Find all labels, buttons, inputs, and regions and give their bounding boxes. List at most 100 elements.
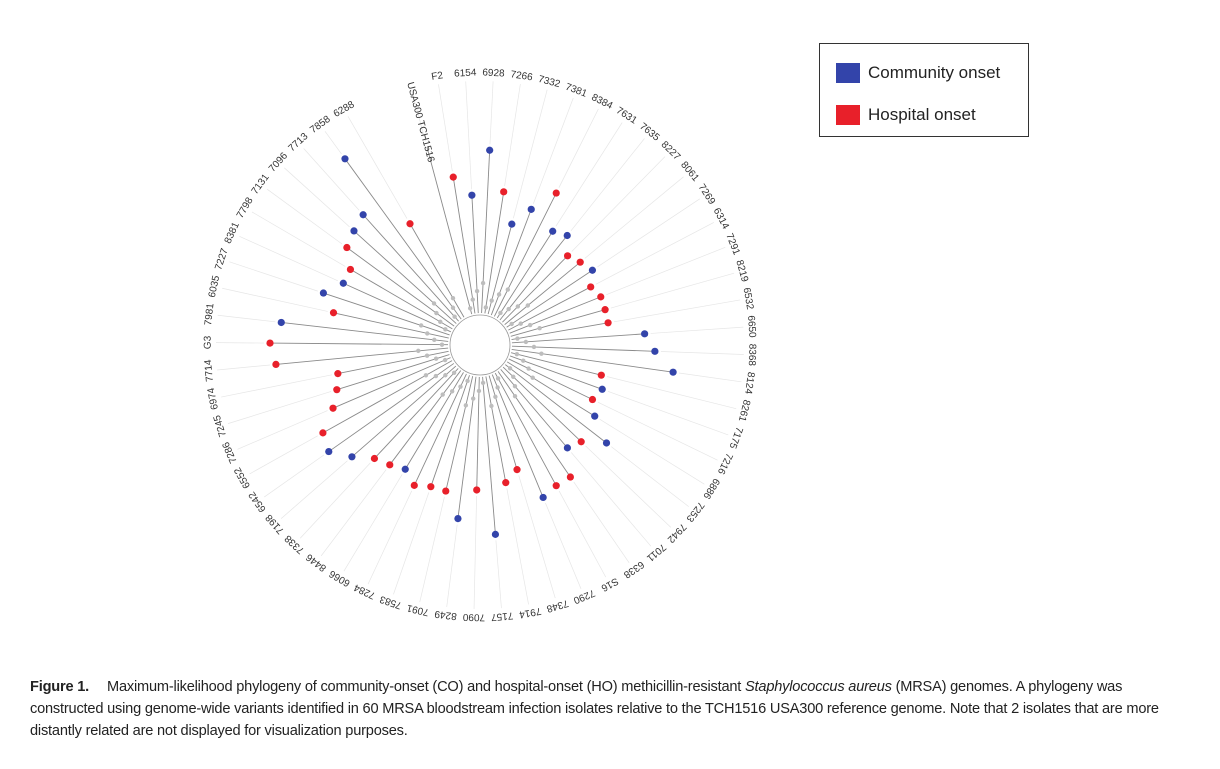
- tip-dot-hospital: [442, 487, 450, 495]
- tip-dot-hospital: [601, 306, 609, 314]
- tip-dot-hospital: [329, 309, 338, 317]
- tree-branch: [337, 350, 449, 375]
- tip-label: 6338: [621, 558, 646, 580]
- tip-dot-hospital: [577, 438, 585, 446]
- tree-node: [433, 356, 439, 361]
- tree-node: [423, 373, 429, 378]
- tip-dot-hospital: [604, 319, 612, 327]
- tree-branch: [481, 150, 491, 314]
- guide-line: [611, 446, 689, 507]
- tip-label: 7914: [518, 605, 542, 620]
- tip-label: 7091: [405, 602, 430, 618]
- tree-node: [439, 342, 445, 347]
- tip-dot-hospital: [334, 370, 342, 378]
- tip-dot-hospital: [597, 293, 605, 301]
- guide-line: [512, 89, 548, 219]
- tip-dot-hospital: [266, 339, 274, 347]
- legend-label-hospital: Hospital onset: [868, 105, 976, 124]
- tree-node: [507, 366, 513, 371]
- tree-node: [470, 297, 475, 302]
- tip-dot-community: [591, 412, 599, 420]
- caption-text-before: Maximum-likelihood phylogeny of communit…: [107, 679, 746, 695]
- tree-branch: [490, 209, 532, 316]
- figure-label: Figure 1.: [30, 679, 90, 695]
- tree-branch: [452, 177, 476, 314]
- tip-dot-hospital: [552, 482, 560, 490]
- tip-dot-community: [508, 220, 516, 228]
- tree-branch: [511, 349, 674, 373]
- guide-line: [251, 211, 346, 267]
- legend-item-hospital: Hospital onset: [836, 104, 976, 126]
- tree-node: [467, 306, 473, 311]
- guide-line: [221, 374, 333, 398]
- guide-line: [249, 435, 318, 475]
- tree-node: [480, 280, 486, 286]
- tip-label: 6154: [454, 67, 477, 79]
- tree-branch: [374, 368, 459, 459]
- tip-label: 6886: [700, 476, 721, 501]
- tip-dot-hospital: [410, 481, 418, 489]
- tip-dot-community: [539, 493, 547, 502]
- tip-label: 6532: [741, 287, 756, 311]
- tip-dot-community: [563, 231, 571, 240]
- tip-label: 6974: [206, 386, 221, 410]
- tree-node: [525, 303, 530, 308]
- tree-branch: [497, 371, 571, 478]
- tree-node: [474, 288, 480, 294]
- guide-line: [343, 474, 403, 572]
- guide-line: [284, 167, 350, 228]
- tree-branch: [389, 370, 462, 466]
- tip-dot-hospital: [513, 466, 521, 474]
- tree-node: [498, 310, 503, 316]
- tip-dot-community: [641, 330, 649, 338]
- tree-branch: [488, 375, 518, 470]
- tree-node: [489, 298, 494, 303]
- tip-dot-community: [588, 266, 597, 274]
- tree-node: [434, 310, 439, 316]
- tip-dot-hospital: [502, 479, 510, 487]
- tree-branch: [491, 374, 544, 498]
- tree-branch: [506, 361, 595, 417]
- tree-branch: [485, 376, 507, 483]
- tree-node: [505, 287, 510, 292]
- tree-node: [489, 403, 494, 409]
- guide-line: [222, 287, 328, 312]
- guide-line: [504, 84, 521, 186]
- tree-branch: [445, 376, 474, 492]
- guide-line: [465, 81, 472, 190]
- guide-line: [558, 108, 599, 188]
- guide-line: [613, 299, 741, 323]
- tree-node: [443, 373, 448, 378]
- tree-branch: [484, 191, 505, 314]
- guide-line: [558, 490, 607, 578]
- tree-branch: [328, 363, 455, 452]
- tree-node: [495, 385, 500, 390]
- guide-line: [419, 496, 445, 603]
- tree-node: [440, 392, 445, 397]
- tree-node: [531, 344, 537, 350]
- tip-dot-community: [401, 465, 409, 473]
- guide-line: [303, 148, 360, 211]
- tree-node: [452, 314, 457, 319]
- tip-dot-community: [598, 385, 606, 393]
- tip-label: 6066: [327, 567, 352, 588]
- tip-label: 7798: [235, 195, 256, 220]
- tree-branch: [482, 376, 496, 535]
- caption-text-after: (MRSA) genomes. A phylogeny was construc…: [30, 679, 1159, 739]
- guide-line: [570, 138, 645, 232]
- tip-dot-community: [359, 211, 367, 219]
- tree-node: [514, 351, 520, 357]
- tree-branch: [476, 376, 480, 490]
- tree-node: [431, 301, 437, 306]
- tip-dot-community: [341, 155, 349, 163]
- guide-line: [533, 97, 574, 204]
- tip-dot-hospital: [552, 189, 560, 197]
- legend-item-community: Community onset: [836, 62, 1000, 84]
- guide-line: [650, 326, 744, 334]
- tree-node: [537, 325, 542, 331]
- tip-label: 7348: [545, 597, 570, 614]
- guide-line: [320, 469, 387, 557]
- tip-label: 8446: [304, 551, 329, 573]
- tip-dot-community: [563, 444, 571, 452]
- tree-node: [493, 394, 498, 399]
